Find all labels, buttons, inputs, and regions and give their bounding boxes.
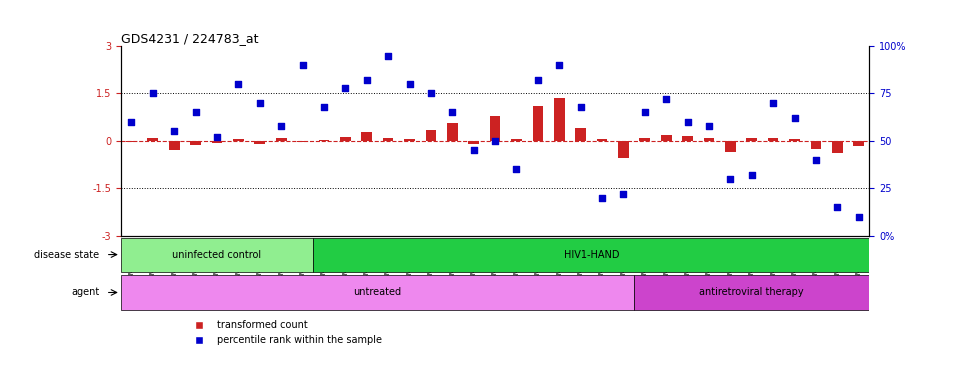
- Bar: [426, 130, 437, 141]
- Point: [701, 122, 717, 129]
- Bar: [127, 141, 137, 142]
- Text: disease state: disease state: [34, 250, 99, 260]
- Text: agent: agent: [71, 288, 99, 298]
- Point: [359, 77, 375, 83]
- Point: [487, 138, 502, 144]
- Point: [273, 122, 289, 129]
- Text: GDS4231 / 224783_at: GDS4231 / 224783_at: [121, 32, 258, 45]
- Point: [509, 166, 525, 172]
- Bar: [276, 138, 287, 141]
- Point: [615, 191, 631, 197]
- FancyBboxPatch shape: [634, 275, 869, 310]
- Bar: [511, 139, 522, 141]
- Bar: [618, 141, 629, 158]
- Bar: [148, 138, 158, 141]
- Point: [851, 214, 867, 220]
- Point: [231, 81, 246, 87]
- Bar: [447, 124, 458, 141]
- Point: [809, 157, 824, 163]
- Point: [723, 176, 738, 182]
- Point: [316, 104, 331, 110]
- Point: [765, 100, 781, 106]
- Bar: [597, 139, 608, 141]
- Point: [466, 147, 481, 153]
- Point: [637, 109, 652, 116]
- Point: [423, 90, 439, 96]
- FancyBboxPatch shape: [121, 275, 634, 310]
- FancyBboxPatch shape: [121, 238, 313, 271]
- Bar: [747, 138, 757, 141]
- Point: [594, 195, 610, 201]
- Point: [295, 62, 310, 68]
- Text: antiretroviral therapy: antiretroviral therapy: [699, 288, 804, 298]
- Bar: [832, 141, 842, 154]
- Bar: [319, 140, 329, 141]
- Bar: [789, 139, 800, 141]
- Point: [402, 81, 417, 87]
- Bar: [361, 132, 372, 141]
- Legend: transformed count, percentile rank within the sample: transformed count, percentile rank withi…: [185, 316, 385, 349]
- Point: [210, 134, 225, 140]
- Bar: [554, 98, 564, 141]
- Point: [381, 53, 396, 59]
- Bar: [682, 136, 693, 141]
- Bar: [703, 138, 714, 141]
- Text: HIV1-HAND: HIV1-HAND: [563, 250, 619, 260]
- Point: [145, 90, 160, 96]
- Bar: [810, 141, 821, 149]
- Point: [187, 109, 203, 116]
- Bar: [169, 141, 180, 150]
- Text: uninfected control: uninfected control: [173, 250, 262, 260]
- Point: [659, 96, 674, 102]
- Point: [166, 128, 182, 134]
- Point: [786, 115, 802, 121]
- Bar: [768, 138, 779, 141]
- Point: [552, 62, 567, 68]
- Point: [252, 100, 268, 106]
- Bar: [340, 137, 351, 141]
- Bar: [212, 141, 222, 143]
- Point: [444, 109, 460, 116]
- Bar: [661, 134, 671, 141]
- Bar: [233, 139, 243, 141]
- Bar: [853, 141, 864, 146]
- Bar: [190, 141, 201, 145]
- FancyBboxPatch shape: [313, 238, 869, 271]
- Bar: [298, 141, 308, 142]
- Point: [680, 119, 696, 125]
- Text: untreated: untreated: [354, 288, 402, 298]
- Bar: [254, 141, 265, 144]
- Point: [744, 172, 759, 178]
- Bar: [404, 139, 414, 141]
- Bar: [725, 141, 736, 152]
- Bar: [383, 138, 393, 141]
- Bar: [576, 128, 586, 141]
- Bar: [532, 106, 543, 141]
- Point: [830, 204, 845, 210]
- Point: [338, 85, 354, 91]
- Bar: [639, 138, 650, 141]
- Point: [124, 119, 139, 125]
- Bar: [490, 116, 500, 141]
- Point: [573, 104, 588, 110]
- Point: [530, 77, 546, 83]
- Bar: [469, 141, 479, 144]
